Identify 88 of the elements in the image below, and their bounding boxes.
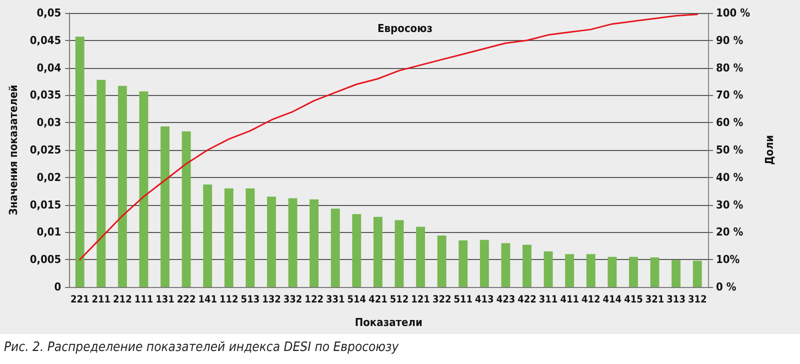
bar [458,240,468,287]
x-tick-label: 331 [326,294,345,306]
x-tick-label: 423 [496,294,516,306]
x-tick-label: 132 [262,294,281,306]
x-tick-label: 122 [304,294,324,306]
bar [480,240,489,287]
x-tick-label: 411 [560,294,579,306]
x-tick-label: 511 [454,294,473,306]
y-tick-label: 0,005 [30,253,62,266]
y2-tick-label: 20 % [716,226,744,239]
y2-tick-label: 80 % [716,61,744,74]
y2-tick-label: 0 % [716,280,736,294]
y-tick-label: 0,015 [30,198,62,212]
bar [96,80,106,287]
x-tick-label: 131 [156,294,174,306]
x-tick-label: 415 [624,294,643,306]
y2-tick-label: 50 % [716,144,744,156]
y2-tick-label: 60 % [716,116,744,130]
x-tick-label: 332 [283,294,302,306]
y-tick-label: 0,035 [30,88,62,102]
y-tick-label: 0,01 [36,226,62,239]
y-tick-label: 0,03 [36,116,62,130]
x-tick-label: 413 [475,294,494,306]
x-tick-label: 111 [134,294,154,306]
bar [394,220,404,287]
x-tick-label: 121 [411,294,430,306]
x-tick-label: 141 [198,294,217,306]
x-axis-title: Показатели [354,316,422,329]
bar [437,235,446,287]
x-tick-label: 222 [176,294,196,306]
y-axis-title: Значения показателей [7,84,20,216]
bar [565,254,574,287]
y2-tick-label: 90 % [716,34,744,47]
bar [544,251,553,287]
x-tick-label: 311 [538,294,558,306]
bar [608,256,617,287]
x-tick-label: 322 [432,294,452,306]
bar [629,256,638,287]
y-tick-label: 0,05 [36,6,62,20]
bar [586,254,596,287]
x-tick-label: 221 [70,294,90,306]
bar [650,257,660,287]
bar [267,196,276,287]
bar [373,216,382,287]
y2-tick-label: 70 % [716,88,744,102]
y-tick-label: 0,045 [30,34,62,47]
line-series [79,14,698,260]
y2-tick-label: 100 % [716,6,750,20]
text: Рис. 2. Распределение показателей индекса DESI по Евросоюзу [3,339,400,355]
x-tick-label: 514 [347,294,366,306]
x-tick-label: 412 [581,294,600,306]
bar [139,91,148,287]
y2-axis-title: Доли [763,135,776,165]
bar [160,126,170,287]
x-tick-label: 421 [368,294,388,306]
bar [288,198,298,287]
bar [416,226,426,287]
x-tick-label: 414 [602,294,622,306]
bar [182,131,191,287]
x-tick-label: 313 [666,294,686,306]
bar [522,244,532,287]
x-tick-label: 212 [113,294,132,306]
y-tick-label: 0,04 [36,61,62,74]
x-tick-label: 512 [390,294,409,306]
bar [692,260,702,287]
x-tick-label: 422 [518,294,536,306]
bar [330,208,340,287]
x-tick-label: 513 [240,294,260,306]
x-tick-label: 112 [220,294,238,306]
x-tick-label: 312 [688,294,707,306]
bar [224,188,234,287]
bar [352,214,362,287]
x-tick-label: 321 [645,294,664,306]
bar [310,199,319,287]
y2-tick-label: 30 % [716,198,744,212]
bar [75,36,84,287]
y2-tick-label: 40 % [716,170,744,184]
bar [203,184,212,287]
bar [672,260,681,287]
x-tick-label: 211 [92,294,111,306]
y-tick-label: 0 [54,280,62,294]
y2-tick-label: 10% [716,253,740,266]
bar [118,86,127,287]
bar [501,243,510,287]
y-tick-label: 0,025 [30,144,62,156]
bar [246,188,255,287]
text: Евросоюз [378,22,433,35]
y-tick-label: 0,02 [36,170,62,184]
